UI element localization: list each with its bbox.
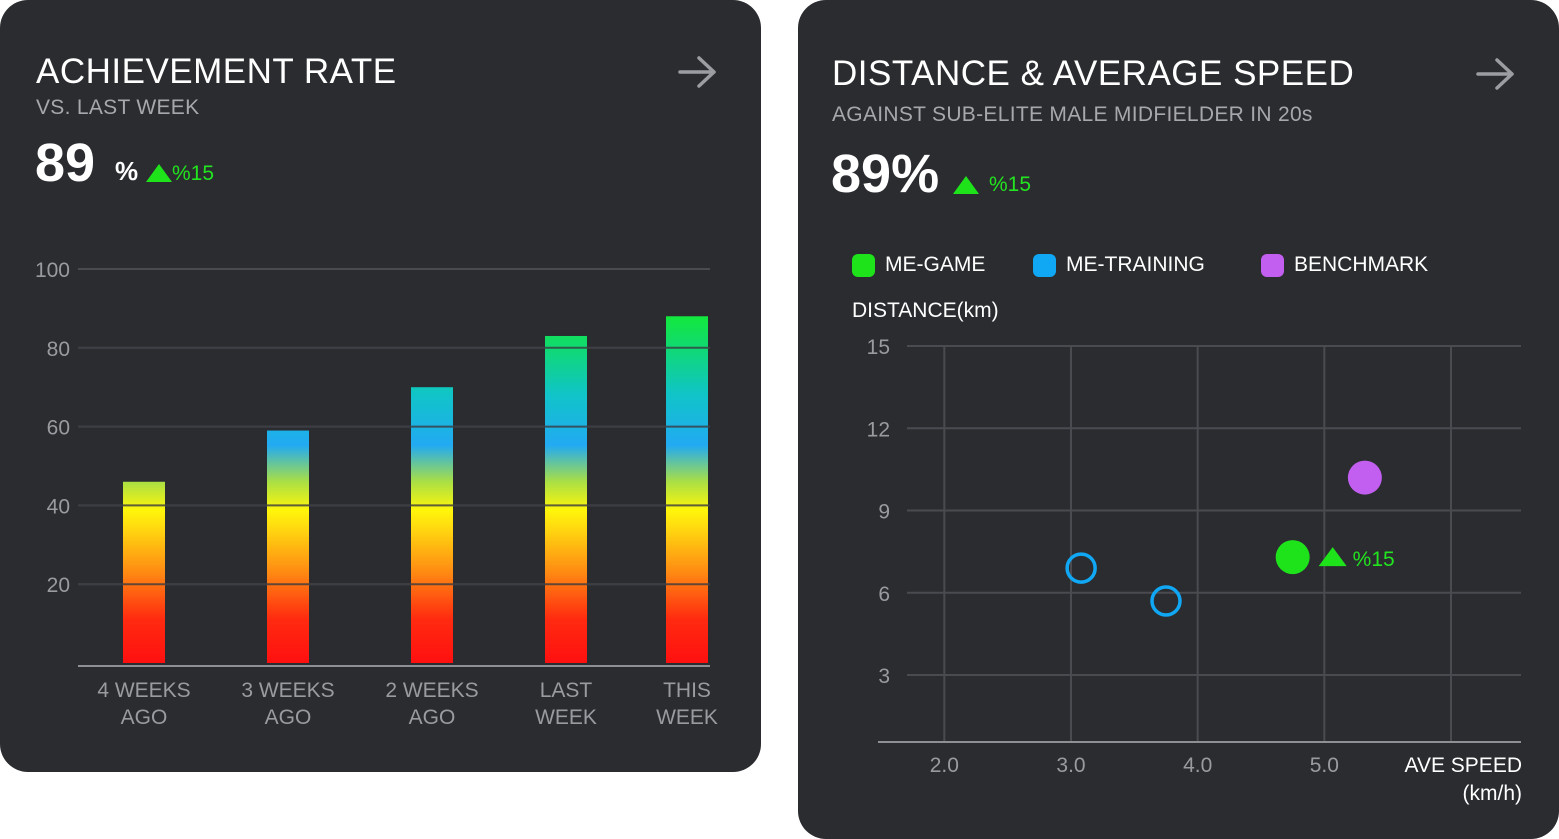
legend-label: BENCHMARK: [1294, 253, 1429, 276]
x-tick-label: THIS: [663, 679, 711, 702]
card-subtitle: AGAINST SUB-ELITE MALE MIDFIELDER IN 20s: [832, 103, 1313, 126]
x-tick-label: 2 WEEKS: [385, 679, 478, 702]
y-axis-label: DISTANCE(km): [852, 299, 999, 322]
x-axis-label: (km/h): [1463, 782, 1523, 805]
y-tick-label: 15: [867, 336, 890, 359]
x-tick-label: 4 WEEKS: [97, 679, 190, 702]
distance-speed-scatter-chart: 3 6 9 12 15 2.0 3.0 4.0 5.0 DISTANCE(km) AVE SPEED…: [852, 299, 1523, 805]
legend-swatch-benchmark: [1261, 253, 1284, 277]
x-tick-label: AGO: [121, 706, 168, 729]
achievement-rate-card: ACHIEVEMENT RATE VS. LAST WEEK 89 % %15 …: [0, 0, 761, 772]
bar: [666, 316, 708, 663]
x-tick-label: 2.0: [930, 754, 959, 777]
y-tick-label: 20: [47, 574, 70, 597]
achievement-unit: %: [115, 156, 139, 186]
x-tick-label: WEEK: [535, 706, 597, 729]
point-change-label: %15: [1353, 548, 1395, 571]
card-title: DISTANCE & AVERAGE SPEED: [832, 54, 1355, 93]
legend-label: ME-TRAINING: [1066, 253, 1205, 276]
y-tick-label: 9: [878, 501, 890, 524]
y-tick-label: 12: [867, 418, 890, 441]
legend-swatch-me-game: [852, 253, 875, 277]
point-me-training: [1065, 552, 1097, 584]
bar: [267, 430, 309, 663]
x-tick-label: LAST: [540, 679, 593, 702]
trend-up-icon: [1318, 547, 1347, 567]
trend-up-icon: [953, 176, 979, 194]
distance-value: 89%: [831, 144, 940, 204]
x-tick-label: 3.0: [1056, 754, 1085, 777]
arrow-right-icon[interactable]: [1475, 56, 1517, 92]
y-tick-label: 6: [878, 583, 890, 606]
distance-speed-card: DISTANCE & AVERAGE SPEED AGAINST SUB-ELI…: [798, 0, 1559, 839]
x-tick-label: 4.0: [1183, 754, 1212, 777]
bar: [411, 387, 453, 663]
achievement-change: %15: [172, 162, 215, 185]
trend-up-icon: [146, 164, 172, 182]
y-tick-label: 100: [35, 259, 70, 282]
x-tick-label: 3 WEEKS: [241, 679, 334, 702]
y-tick-label: 40: [47, 495, 70, 518]
achievement-value: 89: [35, 133, 96, 193]
legend-benchmark: BENCHMARK: [1261, 253, 1428, 277]
x-tick-label: 5.0: [1310, 754, 1339, 777]
y-tick-label: 3: [878, 665, 890, 688]
y-tick-label: 80: [47, 338, 70, 361]
bar: [123, 481, 165, 663]
legend-swatch-me-training: [1033, 253, 1056, 277]
achievement-bar-chart: 20 40 60 80 100 4 WEEKS AGO 3 WEEKS AGO 2 WEEKS AG…: [35, 259, 718, 729]
bar: [545, 335, 587, 663]
point-benchmark: [1347, 460, 1382, 495]
arrow-right-icon[interactable]: [677, 54, 719, 90]
legend-me-training: ME-TRAINING: [1033, 253, 1205, 277]
y-tick-label: 60: [47, 417, 70, 440]
x-tick-label: AGO: [409, 706, 456, 729]
point-me-game: [1275, 540, 1310, 575]
point-me-training: [1150, 585, 1182, 617]
x-tick-label: WEEK: [656, 706, 718, 729]
x-tick-label: AGO: [265, 706, 312, 729]
legend-label: ME-GAME: [885, 253, 986, 276]
x-axis-label: AVE SPEED: [1405, 754, 1523, 777]
legend-me-game: ME-GAME: [852, 253, 985, 277]
card-subtitle: VS. LAST WEEK: [36, 96, 200, 119]
card-title: ACHIEVEMENT RATE: [36, 52, 397, 91]
distance-change: %15: [989, 173, 1032, 196]
